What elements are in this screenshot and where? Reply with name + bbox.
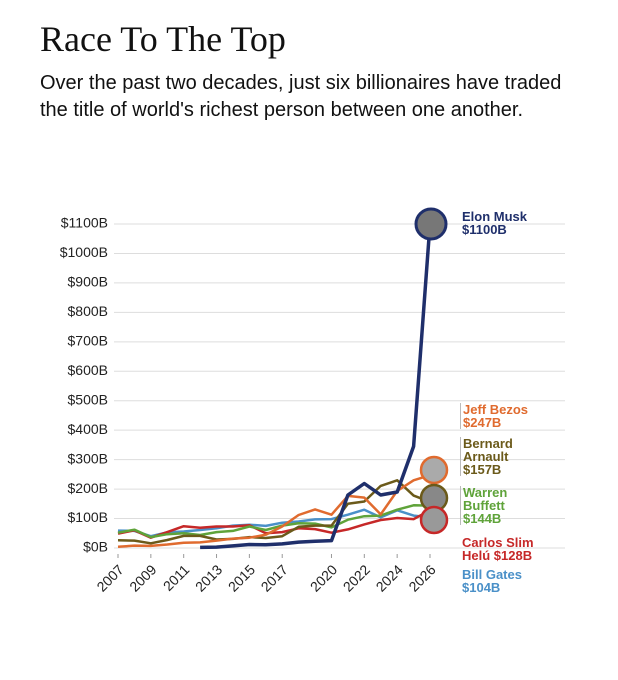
x-tick-label: 2011 <box>160 561 193 594</box>
series-line <box>117 479 431 545</box>
chart-title: Race To The Top <box>40 19 286 59</box>
x-tick-label: 2017 <box>258 561 291 594</box>
series-line <box>117 509 431 539</box>
photo <box>419 455 449 485</box>
legend-entry: Elon Musk $1100B <box>460 210 544 236</box>
y-tick-label: $1100B <box>61 215 108 231</box>
x-tick-label: 2024 <box>373 561 406 594</box>
y-tick-label: $600B <box>68 362 108 378</box>
x-tick-label: 2009 <box>126 561 159 594</box>
legend-value: $157B <box>463 462 502 477</box>
legend-value: $144B <box>463 511 502 526</box>
legend-value: $247B <box>463 415 502 430</box>
y-tick-label: $1000B <box>60 244 108 260</box>
y-tick-label: $700B <box>68 333 108 349</box>
y-tick-label: $0B <box>83 539 108 555</box>
legend-name: Carlos Slim Helú <box>462 535 534 563</box>
series-line <box>117 504 431 539</box>
legend-entry: Carlos Slim Helú $128B <box>460 536 544 562</box>
legend-entry: Bernard Arnault $157B <box>460 437 545 476</box>
y-tick-label: $400B <box>68 421 108 437</box>
y-tick-label: $100B <box>68 509 108 525</box>
x-tick-label: 2026 <box>405 561 438 594</box>
legend-entry: Bill Gates $104B <box>460 568 544 594</box>
lines <box>117 223 432 550</box>
legend-name: Elon Musk <box>462 209 528 224</box>
y-tick-label: $300B <box>68 450 108 466</box>
legend-value: $128B <box>493 548 533 563</box>
series-line <box>117 474 431 549</box>
y-tick-label: $500B <box>68 391 108 407</box>
legend-value: $1100B <box>462 222 507 237</box>
legend-name: Bernard Arnault <box>463 436 513 464</box>
x-tick-label: 2015 <box>225 561 258 594</box>
x-tick-label: 2013 <box>192 561 225 594</box>
x-tick-label: 2007 <box>93 561 126 594</box>
x-tick-label: 2020 <box>307 561 340 594</box>
legend-name: Bill Gates <box>462 567 522 582</box>
legend-value: $104B <box>462 580 501 595</box>
photo <box>414 207 448 241</box>
legend-entry: Warren Buffett $144B <box>460 486 545 525</box>
series-line <box>200 223 432 550</box>
legend-name: Jeff Bezos <box>463 402 529 417</box>
photo <box>419 505 449 535</box>
y-tick-label: $800B <box>68 303 108 319</box>
legend-name: Warren Buffett <box>463 485 508 513</box>
chart-subtitle: Over the past two decades, just six bill… <box>40 72 562 121</box>
y-tick-label: $900B <box>68 274 108 290</box>
photos <box>414 207 449 535</box>
x-tick-label: 2022 <box>340 561 373 594</box>
y-tick-label: $200B <box>68 480 108 496</box>
legend-entry: Jeff Bezos $247B <box>460 403 545 429</box>
